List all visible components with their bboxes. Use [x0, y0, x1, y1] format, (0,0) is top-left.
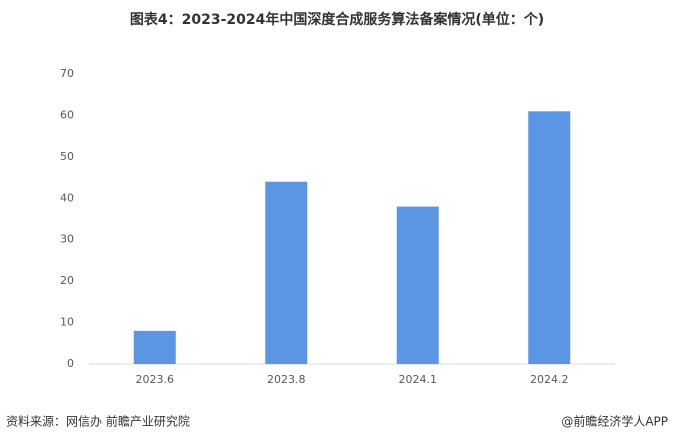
- source: 资料来源：网信办 前瞻产业研究院: [6, 414, 190, 429]
- bar: [528, 111, 571, 365]
- y-tick-label: 40: [60, 191, 74, 204]
- bar: [265, 181, 308, 364]
- bar: [396, 206, 439, 364]
- y-tick-label: 70: [60, 67, 74, 80]
- y-tick-label: 30: [60, 233, 74, 246]
- y-tick-label: 50: [60, 150, 74, 163]
- y-tick-label: 10: [60, 316, 74, 329]
- chart-title: 图表4：2023-2024年中国深度合成服务算法备案情况(单位：个): [130, 11, 544, 28]
- y-tick-label: 0: [67, 357, 74, 370]
- credit: @前瞻经济学人APP: [561, 414, 668, 429]
- x-tick-label: 2024.1: [399, 373, 438, 386]
- bar: [133, 330, 176, 364]
- y-tick-label: 60: [60, 108, 74, 121]
- x-tick-label: 2023.8: [267, 373, 306, 386]
- x-tick-label: 2023.6: [136, 373, 175, 386]
- x-tick-label: 2024.2: [530, 373, 569, 386]
- y-tick-label: 20: [60, 274, 74, 287]
